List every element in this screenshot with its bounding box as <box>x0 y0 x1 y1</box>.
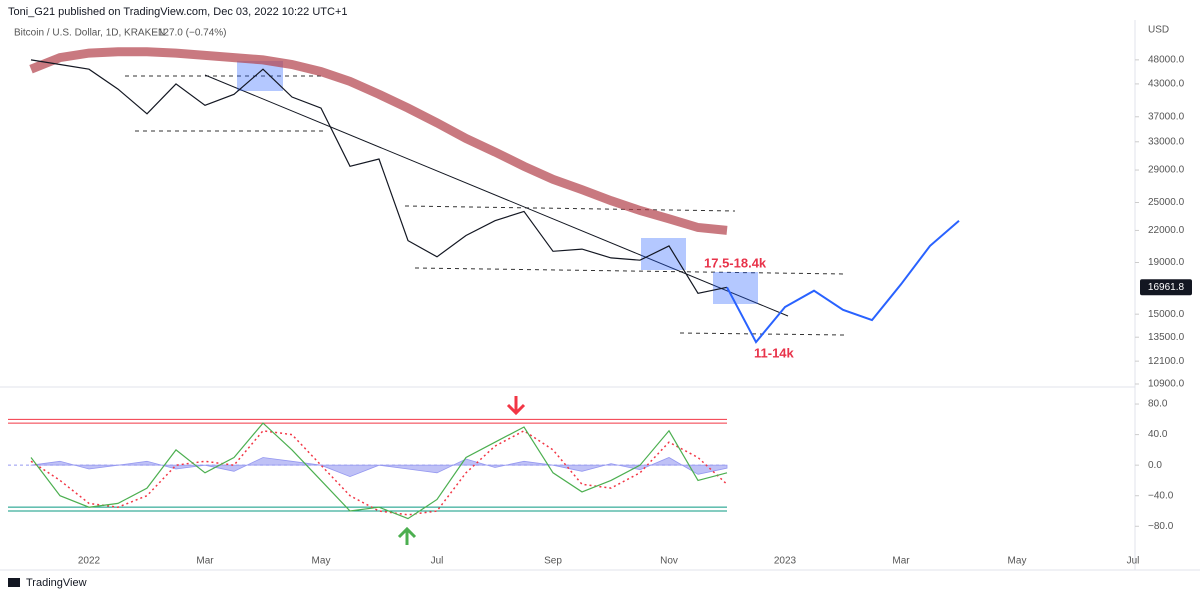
symbol: Bitcoin / U.S. Dollar, 1D, KRAKEN <box>14 28 165 39</box>
y-tick-label: 15000.0 <box>1148 309 1185 320</box>
y-tick-label: −80.0 <box>1148 521 1174 532</box>
series-line <box>726 219 960 344</box>
y-tick-label: 29000.0 <box>1148 165 1185 176</box>
change: −127.0 (−0.74%) <box>152 28 227 39</box>
x-tick-label: 2022 <box>78 556 101 567</box>
y-tick-label: 13500.0 <box>1148 332 1185 343</box>
y-tick-label: 48000.0 <box>1148 55 1185 66</box>
y-tick-label: 40.0 <box>1148 429 1168 440</box>
trendline <box>204 74 789 317</box>
y-tick-label: 12100.0 <box>1148 356 1185 367</box>
highlight-box <box>641 238 686 270</box>
y-tick-label: 0.0 <box>1148 460 1162 471</box>
x-tick-label: Nov <box>660 556 678 567</box>
logo <box>8 578 20 587</box>
y-tick-label: 33000.0 <box>1148 136 1185 147</box>
series-line <box>30 422 728 520</box>
last-price-label: 16961.8 <box>1148 282 1185 293</box>
x-tick-label: May <box>312 556 331 567</box>
y-tick-label: 10900.0 <box>1148 379 1185 390</box>
series-line <box>30 429 728 516</box>
x-tick-label: Jul <box>431 556 444 567</box>
publisher: Toni_G21 published on TradingView.com, D… <box>8 6 348 18</box>
y-tick-label: 43000.0 <box>1148 79 1185 90</box>
dashed-level <box>404 205 736 212</box>
y-tick-label: 19000.0 <box>1148 257 1185 268</box>
series-area <box>30 457 728 478</box>
x-tick-label: May <box>1008 556 1027 567</box>
y-tick-label: 80.0 <box>1148 399 1168 410</box>
x-tick-label: Mar <box>892 556 910 567</box>
y-tick-label: 22000.0 <box>1148 225 1185 236</box>
x-tick-label: 2023 <box>774 556 797 567</box>
unit-label: USD <box>1148 25 1169 36</box>
y-tick-label: 37000.0 <box>1148 111 1185 122</box>
annotation: 17.5-18.4k <box>704 255 767 270</box>
x-tick-label: Sep <box>544 556 562 567</box>
y-tick-label: −40.0 <box>1148 490 1174 501</box>
last-price-tag <box>1140 279 1192 296</box>
footer-brand: TradingView <box>26 577 87 589</box>
up-arrow <box>397 526 417 545</box>
annotation: 11-14k <box>754 345 795 360</box>
series-line <box>29 47 728 235</box>
series-line <box>30 59 728 294</box>
highlight-box <box>713 272 758 304</box>
y-tick-label: 25000.0 <box>1148 197 1185 208</box>
x-tick-label: Mar <box>196 556 214 567</box>
x-tick-label: Jul <box>1127 556 1140 567</box>
down-arrow <box>506 396 526 416</box>
